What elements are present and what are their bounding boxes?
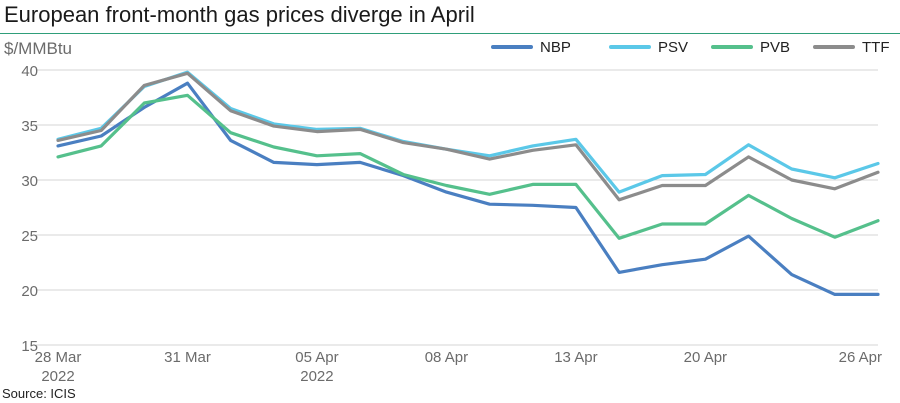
- series-line-nbp: [56, 81, 880, 296]
- series-line-psv: [56, 70, 880, 194]
- y-tick-label: 15: [21, 338, 38, 355]
- y-tick-label: 20: [21, 283, 38, 300]
- legend-label-pvb: PVB: [760, 39, 790, 56]
- chart-title: European front-month gas prices diverge …: [4, 2, 475, 27]
- y-tick-labels: 15 20 25 30 35 40: [21, 63, 38, 355]
- x-tick-label: 05 Apr: [295, 349, 338, 366]
- series-line-ttf: [56, 71, 880, 202]
- legend-label-psv: PSV: [658, 39, 688, 56]
- y-tick-label: 25: [21, 228, 38, 245]
- x-tick-label: 26 Apr: [839, 349, 882, 366]
- source-note: Source: ICIS: [2, 386, 76, 401]
- legend: NBP PSV PVB TTF: [491, 39, 890, 56]
- x-tick-label: 08 Apr: [425, 349, 468, 366]
- y-tick-label: 35: [21, 118, 38, 135]
- x-tick-year-label: 2022: [300, 368, 333, 385]
- series-lines: [56, 70, 880, 296]
- series-line-pvb: [56, 93, 880, 240]
- x-tick-label: 13 Apr: [554, 349, 597, 366]
- y-tick-label: 40: [21, 63, 38, 80]
- grid-lines: [36, 69, 878, 346]
- legend-label-ttf: TTF: [862, 39, 890, 56]
- y-axis-unit-label: $/MMBtu: [4, 39, 73, 58]
- x-tick-year-label: 2022: [41, 368, 74, 385]
- y-tick-label: 30: [21, 173, 38, 190]
- x-tick-label: 31 Mar: [164, 349, 211, 366]
- x-tick-label: 20 Apr: [684, 349, 727, 366]
- title-divider: [0, 33, 900, 34]
- legend-label-nbp: NBP: [540, 39, 571, 56]
- x-tick-label: 28 Mar: [35, 349, 82, 366]
- x-tick-labels: 28 Mar 2022 31 Mar 05 Apr 2022 08 Apr 13 Apr 20…: [35, 349, 882, 385]
